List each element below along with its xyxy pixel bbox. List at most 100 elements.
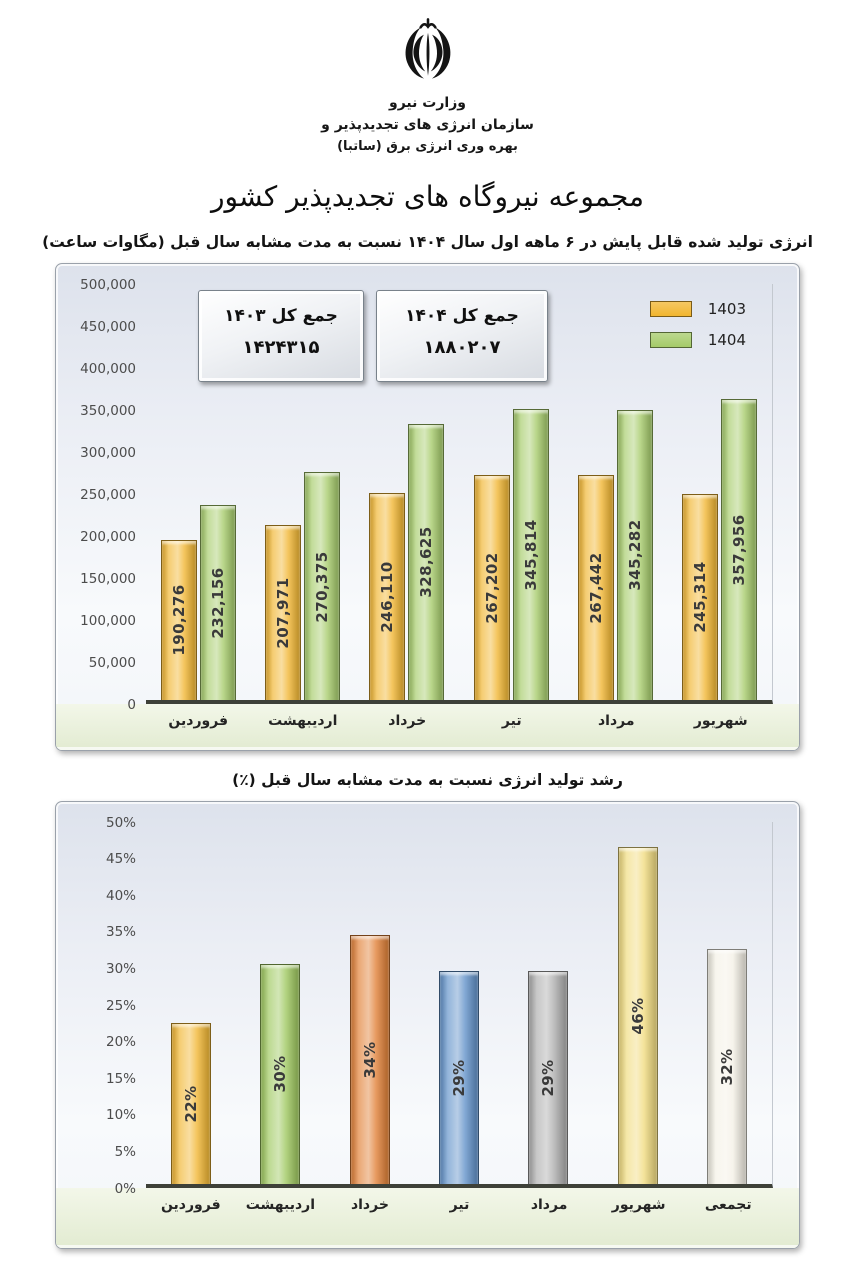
chart1-bar-1404-6: 357,956 [721, 398, 758, 700]
y-axis-tick-label: 150,000 [80, 570, 136, 587]
chart1-bar-1403-4: 267,202 [473, 475, 510, 700]
bar-value-label: 345,282 [625, 519, 644, 591]
bar-value-label: 29% [539, 1059, 558, 1097]
x-axis-category-label: فروردین [168, 712, 229, 729]
total-box-1403: جمع کل ۱۴۰۳ ۱۴۲۴۳۱۵ [198, 289, 364, 382]
chart2-bar-1: 22% [170, 1022, 211, 1184]
y-axis-tick-label: 300,000 [80, 444, 136, 461]
y-axis-tick-label: 20% [105, 1034, 136, 1051]
total-box-1404-label: جمع کل ۱۴۰۴ [405, 305, 519, 326]
legend-swatch-1404 [649, 331, 692, 348]
bar-value-label: 34% [360, 1041, 379, 1079]
chart2-bar-6: 46% [617, 846, 658, 1184]
chart1-x-labels: فروردین اردیبهشت خرداد تیر مرداد شهریور [146, 704, 773, 729]
iran-national-emblem-icon [405, 18, 450, 79]
chart1-bar-1403-5: 267,442 [577, 474, 614, 700]
report-header: وزارت نیرو سازمان انرژی های تجدیدپذیر و … [0, 0, 855, 213]
chart2-bar-4: 29% [438, 971, 479, 1184]
page-title: مجموعه نیروگاه های تجدیدپذیر کشور [210, 179, 645, 213]
bar-value-label: 232,156 [208, 567, 227, 639]
chart2-y-axis: 0% 5% 10% 15% 20% 25% 30% 35% 40% 45% 50% [64, 815, 146, 1197]
chart2-bar-3: 34% [349, 934, 390, 1184]
total-box-1403-label: جمع کل ۱۴۰۳ [224, 305, 338, 326]
chart2-body: 0% 5% 10% 15% 20% 25% 30% 35% 40% 45% 50% 22% 30% 34… [56, 802, 799, 1197]
x-axis-category-label: شهریور [693, 712, 748, 729]
organization-name-block: وزارت نیرو سازمان انرژی های تجدیدپذیر و … [0, 92, 855, 158]
chart2-bar-7: 32% [707, 949, 748, 1184]
chart1-bar-group-6: 245,314 357,956 [668, 284, 772, 700]
x-axis-category-label: تیر [501, 712, 522, 729]
chart1-x-axis-strip: فروردین اردیبهشت خرداد تیر مرداد شهریور [56, 703, 799, 750]
chart1-bar-group-2: 207,971 270,375 [250, 284, 354, 700]
ministry-name: وزارت نیرو [389, 95, 466, 111]
bar-value-label: 32% [718, 1048, 737, 1086]
bar-value-label: 190,276 [169, 584, 188, 656]
organization-name-line2: بهره وری انرژی برق (ساتبا) [337, 138, 518, 154]
chart2-bar-column-3: 34% [325, 822, 414, 1184]
total-box-1404-value: ۱۸۸۰۲۰۷ [423, 336, 501, 358]
chart2-bar-column-1: 22% [146, 822, 235, 1184]
y-axis-tick-label: 400,000 [80, 360, 136, 377]
chart1-bar-1403-3: 246,110 [369, 492, 406, 700]
legend-item-1403: 1403 [649, 299, 746, 318]
chart1-bar-1404-1: 232,156 [199, 504, 236, 700]
x-axis-category-label: اردیبهشت [268, 712, 338, 729]
x-axis-category-label: تیر [449, 1196, 470, 1213]
legend-swatch-1403 [649, 300, 692, 317]
y-axis-tick-label: 25% [105, 997, 136, 1014]
chart1-bar-1403-6: 245,314 [682, 493, 719, 700]
chart2-bar-column-6: 46% [593, 822, 682, 1184]
y-axis-tick-label: 50% [105, 814, 136, 831]
y-axis-tick-label: 5% [114, 1143, 136, 1160]
chart1-bar-group-1: 190,276 232,156 [146, 284, 250, 700]
y-axis-tick-label: 15% [105, 1070, 136, 1087]
chart2-bar-column-7: 32% [683, 822, 772, 1184]
chart1-bar-1403-2: 207,971 [264, 524, 301, 700]
chart1-bar-group-5: 267,442 345,282 [563, 284, 667, 700]
y-axis-tick-label: 100,000 [80, 612, 136, 629]
energy-production-chart-panel: 0 50,000 100,000 150,000 200,000 250,000 300,0… [55, 262, 800, 751]
x-axis-category-label: مرداد [530, 1196, 568, 1213]
y-axis-tick-label: 250,000 [80, 486, 136, 503]
chart1-title: انرژی تولید شده قابل پایش در ۶ ماهه اول … [42, 232, 813, 251]
bar-value-label: 357,956 [730, 514, 749, 586]
bar-value-label: 270,375 [312, 550, 331, 623]
chart1-bar-group-3: 246,110 328,625 [355, 284, 459, 700]
chart2-x-labels: فروردین اردیبهشت خرداد تیر مرداد شهریور تجمعی [146, 1188, 773, 1213]
bar-value-label: 22% [181, 1085, 200, 1123]
y-axis-tick-label: 0% [114, 1180, 136, 1197]
x-axis-category-label: تجمعی [704, 1196, 752, 1213]
chart2-plot-area: 22% 30% 34% 29% 29% 46% 32% [146, 821, 773, 1188]
bar-value-label: 207,971 [273, 577, 292, 649]
y-axis-tick-label: 450,000 [80, 318, 136, 335]
chart1-bar-1404-3: 328,625 [408, 423, 445, 700]
legend-item-1404: 1404 [649, 331, 746, 349]
x-axis-category-label: فروردین [160, 1196, 221, 1213]
x-axis-category-label: خرداد [388, 712, 427, 729]
bar-value-label: 328,625 [417, 526, 436, 598]
chart1-bar-1404-2: 270,375 [303, 472, 340, 700]
y-axis-tick-label: 35% [105, 924, 136, 941]
x-axis-category-label: خرداد [350, 1196, 389, 1213]
total-box-1403-value: ۱۴۲۴۳۱۵ [242, 336, 320, 358]
chart1-bar-1404-5: 345,282 [616, 409, 653, 700]
chart2-bar-5: 29% [528, 971, 569, 1184]
bar-value-label: 30% [271, 1055, 290, 1093]
y-axis-tick-label: 50,000 [88, 654, 136, 671]
y-axis-tick-label: 350,000 [80, 402, 136, 419]
bar-value-label: 345,814 [521, 519, 540, 591]
x-axis-category-label: اردیبهشت [245, 1196, 316, 1213]
chart1-bar-group-4: 267,202 345,814 [459, 284, 563, 700]
chart2-bar-2: 30% [260, 963, 301, 1184]
chart1-body: 0 50,000 100,000 150,000 200,000 250,000 300,0… [56, 264, 799, 713]
y-axis-tick-label: 10% [105, 1107, 136, 1124]
bar-value-label: 267,442 [586, 552, 605, 624]
bar-value-label: 46% [628, 997, 647, 1035]
chart1-bar-1404-4: 345,814 [512, 409, 549, 700]
y-axis-tick-label: 500,000 [80, 276, 136, 293]
chart2-bar-column-4: 29% [414, 822, 503, 1184]
legend-label-1403: 1403 [707, 299, 746, 318]
y-axis-tick-label: 200,000 [80, 528, 136, 545]
bar-value-label: 246,110 [378, 561, 397, 633]
